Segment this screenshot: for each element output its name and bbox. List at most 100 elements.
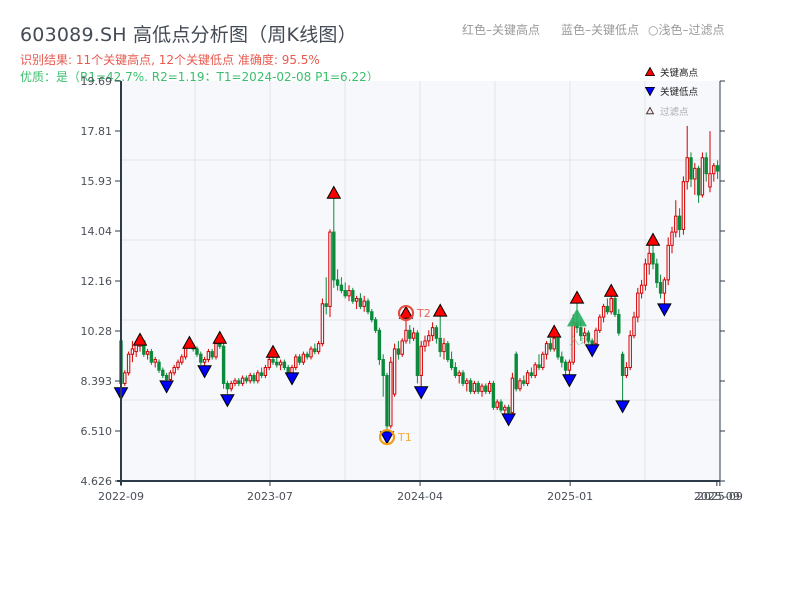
candle-body bbox=[605, 305, 610, 313]
candle-up bbox=[248, 372, 252, 384]
candle-up bbox=[510, 372, 515, 414]
candle-body bbox=[567, 361, 572, 371]
candle-down bbox=[491, 380, 496, 410]
candle-down bbox=[358, 293, 363, 310]
candle-up bbox=[533, 362, 537, 379]
candle-up bbox=[316, 340, 321, 355]
candle-body bbox=[400, 340, 404, 355]
candle-body bbox=[149, 351, 154, 363]
candle-down bbox=[351, 287, 355, 304]
candle-body bbox=[712, 165, 716, 175]
candle-body bbox=[708, 173, 712, 188]
key-high-marker bbox=[326, 185, 342, 199]
candle-up bbox=[328, 229, 332, 318]
key-high-marker bbox=[265, 344, 281, 358]
candle-body bbox=[267, 359, 271, 369]
candle-body bbox=[294, 356, 298, 369]
candle-body bbox=[225, 382, 230, 390]
top-legend-blue: 蓝色–关键低点 bbox=[561, 23, 640, 37]
candle-body bbox=[594, 329, 598, 345]
candle-up bbox=[347, 285, 351, 302]
candle-body bbox=[240, 377, 245, 384]
candle-down bbox=[696, 165, 701, 203]
candle-body bbox=[381, 359, 385, 376]
candle-up bbox=[168, 370, 173, 381]
candle-up bbox=[419, 340, 423, 389]
candle-up bbox=[525, 370, 530, 387]
candle-body bbox=[693, 167, 697, 180]
legend-low-icon bbox=[644, 87, 656, 97]
candle-down bbox=[563, 359, 568, 376]
candle-down bbox=[377, 327, 382, 365]
candle-up bbox=[666, 237, 670, 286]
candle-body bbox=[385, 374, 389, 427]
candle-body bbox=[510, 377, 515, 414]
candle-body bbox=[419, 345, 423, 376]
candle-body bbox=[202, 359, 207, 363]
t1-label: T1 bbox=[397, 431, 412, 444]
candle-up bbox=[685, 125, 689, 190]
candle-body bbox=[544, 343, 549, 355]
x-tick-label: 2024-04 bbox=[397, 490, 443, 503]
candle-up bbox=[480, 383, 484, 397]
candle-down bbox=[157, 359, 161, 373]
candle-body bbox=[301, 353, 306, 363]
candle-up bbox=[423, 335, 427, 352]
candle-body bbox=[347, 290, 351, 297]
candle-body bbox=[244, 377, 249, 382]
candle-up bbox=[636, 287, 640, 323]
candle-body bbox=[343, 290, 347, 297]
candle-body bbox=[677, 215, 682, 230]
candle-body bbox=[449, 359, 454, 369]
candle-down bbox=[195, 346, 199, 357]
candle-body bbox=[704, 157, 708, 175]
candle-body bbox=[145, 351, 150, 355]
candle-down bbox=[446, 340, 450, 363]
candle-up bbox=[427, 330, 431, 347]
candle-up bbox=[442, 338, 446, 360]
candle-body bbox=[275, 361, 279, 366]
candle-body bbox=[282, 361, 287, 369]
candle-down bbox=[514, 351, 518, 392]
candle-down bbox=[335, 269, 340, 291]
candle-body bbox=[674, 215, 678, 233]
y-tick-label: 19.69 bbox=[81, 75, 113, 88]
key-high-marker bbox=[182, 335, 197, 349]
candle-body bbox=[651, 252, 655, 265]
candle-up bbox=[267, 356, 271, 371]
x-tick-label: 2023-07 bbox=[247, 490, 293, 503]
candle-up bbox=[320, 298, 325, 347]
candle-up bbox=[294, 354, 298, 371]
candle-body bbox=[358, 297, 363, 307]
candle-body bbox=[229, 382, 233, 390]
candle-body bbox=[495, 401, 499, 408]
candle-up bbox=[457, 370, 461, 384]
candle-body bbox=[172, 367, 176, 374]
y-tick-label: 12.16 bbox=[81, 275, 113, 288]
candle-body bbox=[430, 327, 435, 337]
candle-down bbox=[605, 298, 610, 315]
candle-down bbox=[297, 354, 302, 365]
candle-down bbox=[434, 325, 439, 344]
candle-body bbox=[423, 340, 427, 347]
candle-body bbox=[582, 332, 587, 337]
candle-up bbox=[126, 351, 131, 376]
x-tick-label: 2025-09 bbox=[694, 490, 740, 503]
candle-body bbox=[206, 351, 211, 361]
candle-down bbox=[415, 330, 420, 384]
candle-down bbox=[438, 311, 442, 357]
candle-body bbox=[696, 167, 701, 196]
candle-body bbox=[472, 382, 477, 392]
candle-body bbox=[643, 263, 648, 286]
candle-down bbox=[468, 378, 473, 395]
candle-up bbox=[544, 340, 549, 360]
candle-body bbox=[123, 372, 127, 384]
candle-down bbox=[252, 372, 256, 384]
candle-body bbox=[715, 165, 720, 172]
candle-body bbox=[389, 361, 393, 427]
candle-body bbox=[408, 329, 412, 339]
candle-up bbox=[582, 327, 587, 344]
candle-body bbox=[362, 300, 366, 307]
candle-body bbox=[590, 340, 594, 345]
